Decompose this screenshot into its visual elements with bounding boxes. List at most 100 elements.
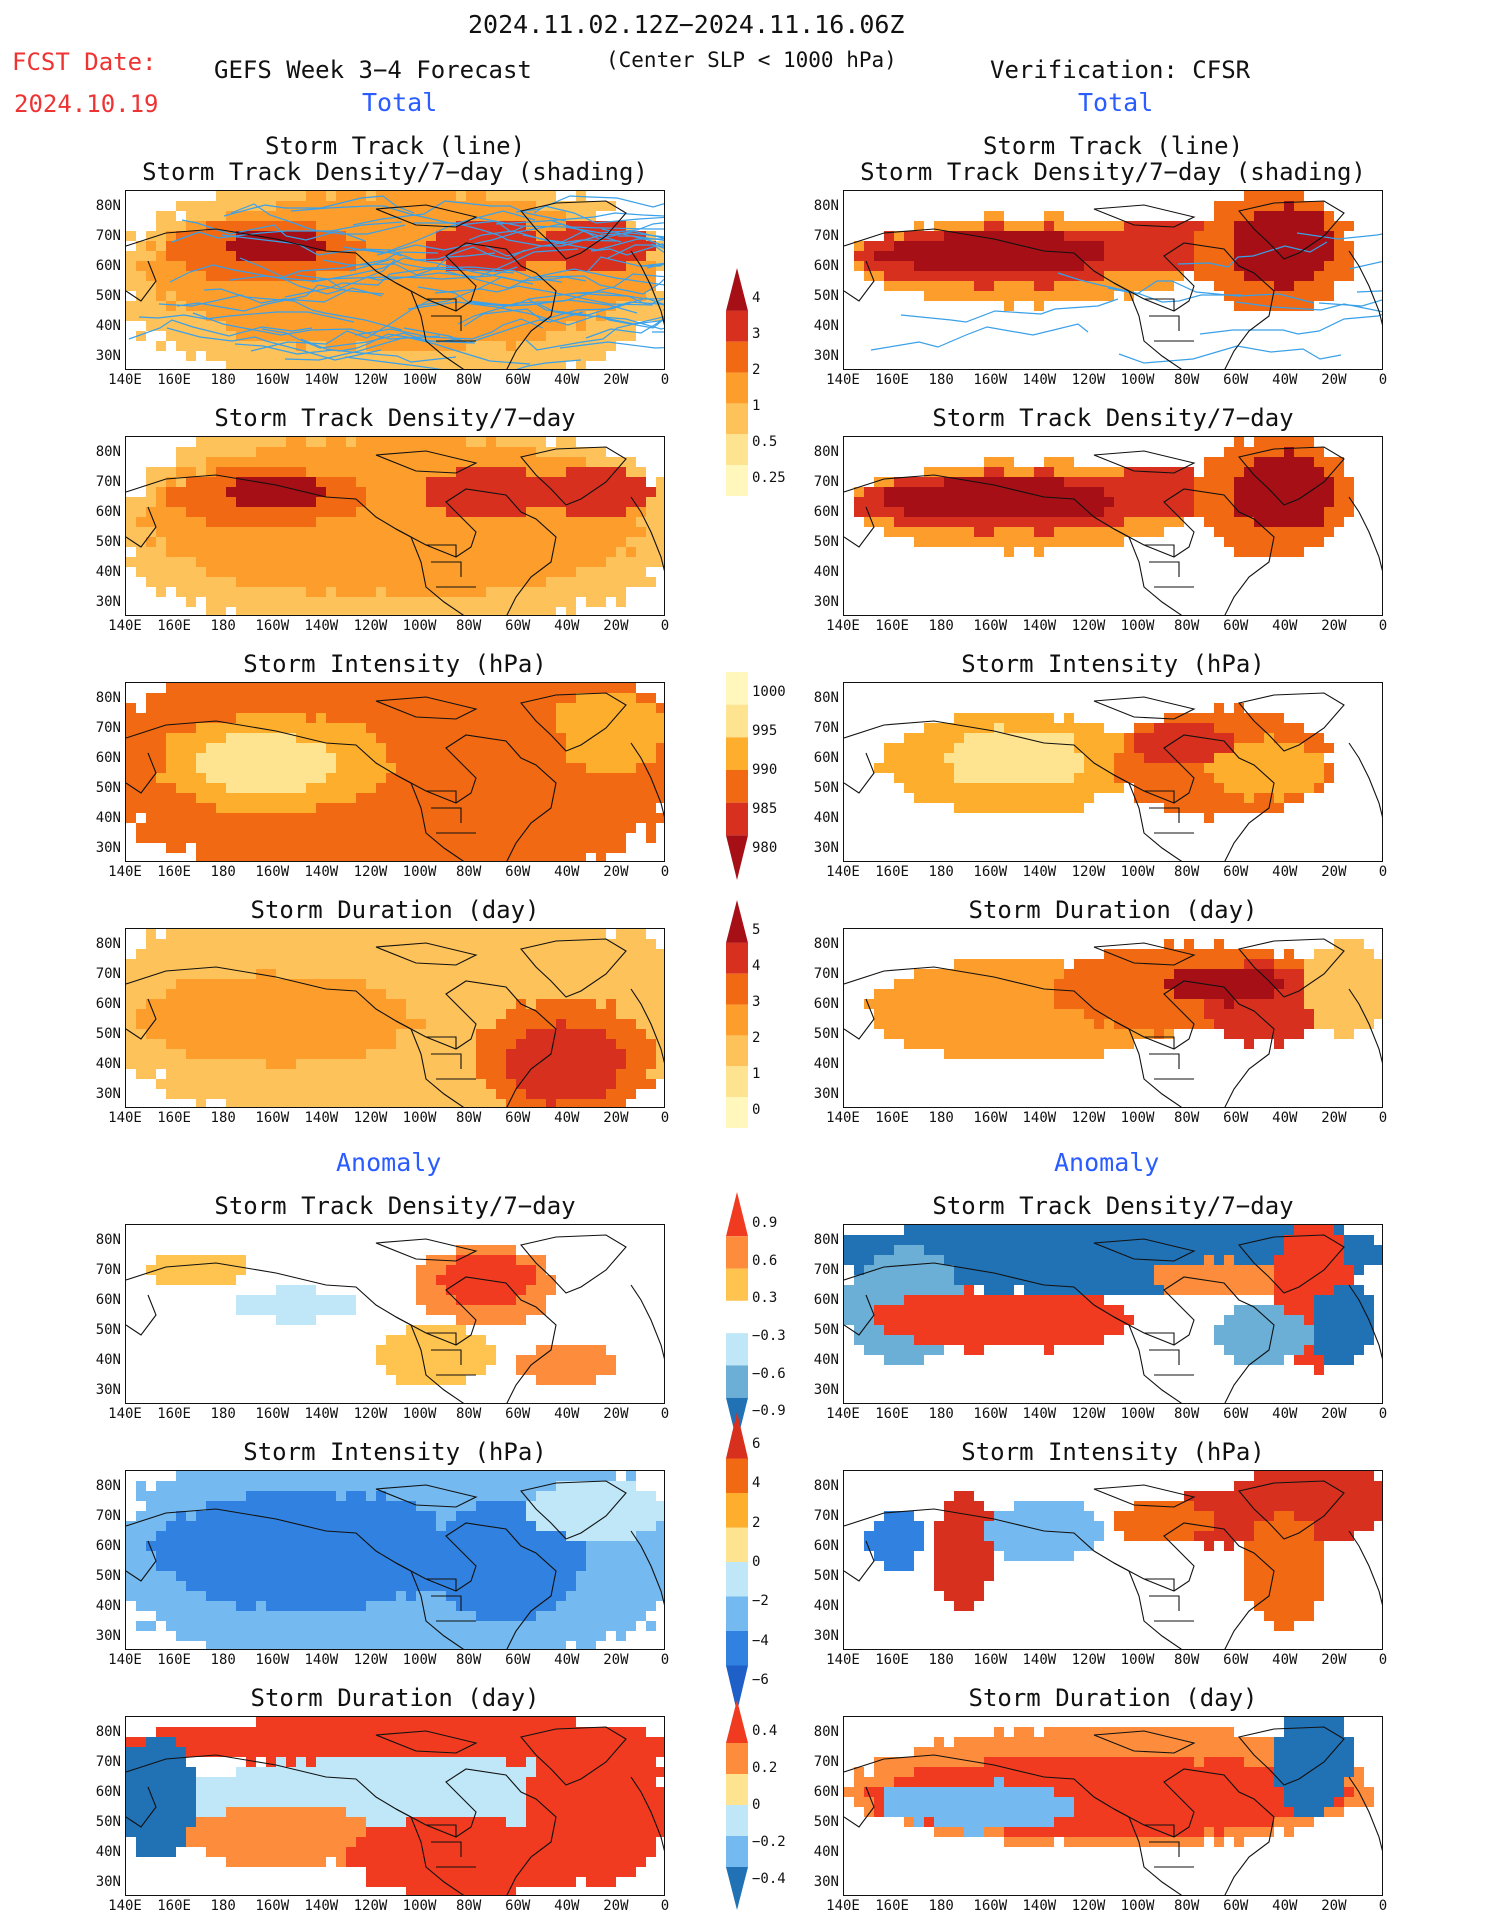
storm-track-line: [138, 311, 355, 323]
shade-cell: [176, 939, 186, 949]
shade-cell: [1064, 723, 1074, 733]
shade-cell: [296, 437, 306, 447]
shade-cell: [1064, 743, 1074, 753]
shade-cell: [216, 1039, 226, 1049]
shade-cell: [974, 713, 984, 723]
shade-cell: [316, 979, 326, 989]
shade-cell: [984, 457, 994, 467]
shade-cell: [606, 1049, 616, 1059]
shade-cell: [526, 1009, 536, 1019]
storm-track-line: [1318, 299, 1382, 307]
shade-cell: [346, 547, 356, 557]
shade-cell: [306, 949, 316, 959]
shade-cell: [1274, 517, 1284, 527]
shade-cell: [954, 487, 964, 497]
shade-cell: [1124, 291, 1134, 301]
shade-cell: [636, 547, 646, 557]
shade-cell: [356, 1099, 366, 1107]
shade-cell: [476, 813, 486, 823]
shade-cell: [196, 733, 206, 743]
shade-cell: [884, 241, 894, 251]
shade-cell: [506, 853, 516, 861]
shade-cell: [186, 211, 196, 221]
shade-cell: [964, 497, 974, 507]
shade-cell: [1004, 457, 1014, 467]
shade-cell: [296, 557, 306, 567]
shade-cell: [256, 853, 266, 861]
shade-cell: [1244, 547, 1254, 557]
shade-cell: [406, 547, 416, 557]
shade-cell: [236, 713, 246, 723]
shade-cell: [176, 251, 186, 261]
map-shading: [126, 683, 664, 861]
shade-cell: [974, 271, 984, 281]
shade-cell: [346, 301, 356, 311]
shade-cell: [476, 843, 486, 853]
shade-cell: [556, 447, 566, 457]
shade-cell: [964, 763, 974, 773]
shade-cell: [606, 939, 616, 949]
shade-cell: [376, 351, 386, 361]
shade-cell: [256, 361, 266, 369]
shade-cell: [516, 1089, 526, 1099]
shade-cell: [246, 537, 256, 547]
shade-cell: [1184, 713, 1194, 723]
shade-cell: [626, 723, 636, 733]
shade-cell: [526, 607, 536, 615]
shade-cell: [576, 1049, 586, 1059]
shade-cell: [576, 803, 586, 813]
shade-cell: [146, 1009, 156, 1019]
shade-cell: [476, 507, 486, 517]
map-panel-cfsr-2: [843, 436, 1383, 616]
shade-cell: [446, 201, 456, 211]
shade-cell: [396, 1039, 406, 1049]
shade-cell: [476, 1019, 486, 1029]
storm-track-line: [587, 256, 664, 272]
shade-cell: [416, 1009, 426, 1019]
shade-cell: [446, 537, 456, 547]
shade-cell: [376, 1079, 386, 1089]
shade-cell: [1164, 763, 1174, 773]
shade-cell: [466, 683, 476, 693]
shade-cell: [556, 201, 566, 211]
coastline: [426, 298, 476, 342]
shade-cell: [954, 281, 964, 291]
shade-cell: [576, 341, 586, 351]
shade-cell: [606, 949, 616, 959]
shade-cell: [406, 683, 416, 693]
shade-cell: [356, 467, 366, 477]
shade-cell: [576, 241, 586, 251]
shade-cell: [526, 939, 536, 949]
shade-cell: [306, 477, 316, 487]
shade-cell: [1014, 783, 1024, 793]
shade-cell: [476, 723, 486, 733]
shade-cell: [596, 291, 606, 301]
shade-cell: [296, 803, 306, 813]
shade-cell: [616, 833, 626, 843]
shade-cell: [486, 517, 496, 527]
shade-cell: [246, 1069, 256, 1079]
shade-cell: [506, 291, 516, 301]
shade-cell: [476, 1039, 486, 1049]
shade-cell: [396, 447, 406, 457]
shade-cell: [566, 743, 576, 753]
shade-cell: [516, 969, 526, 979]
shade-cell: [436, 597, 446, 607]
shade-cell: [476, 1049, 486, 1059]
shade-cell: [366, 939, 376, 949]
shade-cell: [156, 939, 166, 949]
shade-cell: [386, 211, 396, 221]
shade-cell: [386, 457, 396, 467]
shade-cell: [506, 191, 516, 201]
shade-cell: [1064, 241, 1074, 251]
shade-cell: [536, 743, 546, 753]
shade-cell: [586, 567, 596, 577]
shade-cell: [656, 783, 664, 793]
shade-cell: [1114, 517, 1124, 527]
shade-cell: [346, 1089, 356, 1099]
shade-cell: [526, 1079, 536, 1089]
shade-cell: [376, 1019, 386, 1029]
shade-cell: [1134, 497, 1144, 507]
shade-cell: [296, 853, 306, 861]
shade-cell: [426, 537, 436, 547]
